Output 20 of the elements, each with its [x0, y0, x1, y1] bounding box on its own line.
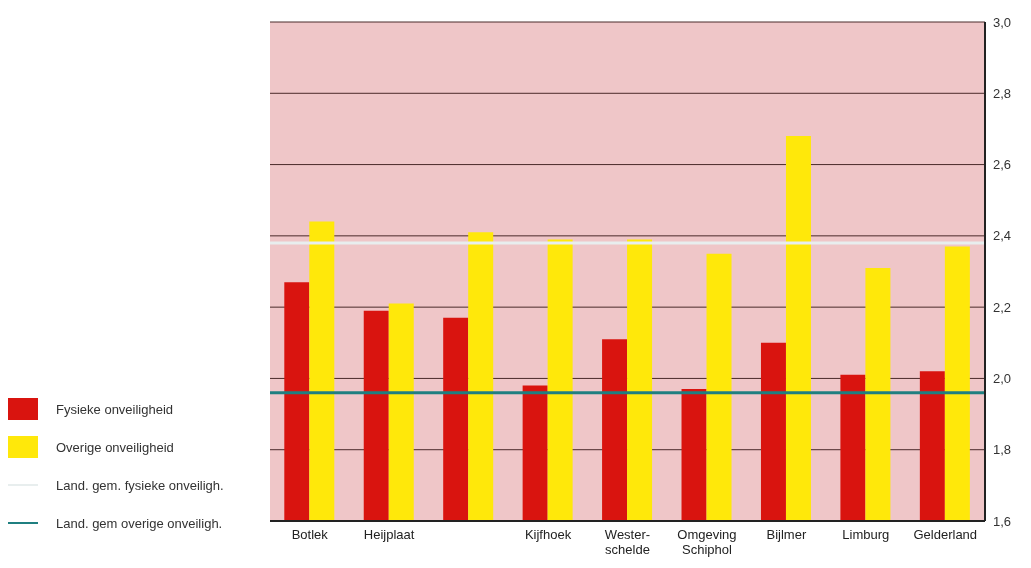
y-tick-label: 2,6 [993, 157, 1012, 173]
x-tick-label: Wester- schelde [604, 527, 651, 557]
y-tick-label: 3,0 [993, 14, 1012, 30]
legend-label: Fysieke onveiligheid [56, 401, 174, 417]
x-tick-label: Bijlmer [766, 527, 807, 542]
x-tick-label: Omgeving Schiphol [677, 527, 737, 557]
y-tick-label: 1,6 [993, 513, 1012, 529]
x-tick-label: Gelderland [913, 527, 978, 542]
y-tick-label: 2,8 [993, 85, 1012, 101]
y-tick-label: 2,2 [993, 299, 1012, 315]
legend-label: Land. gem overige onveiligh. [56, 515, 223, 531]
x-tick-label: Botlek [291, 527, 329, 542]
x-tick-label: Heijplaat [363, 527, 415, 542]
x-tick-label: Kijfhoek [524, 527, 572, 542]
y-tick-label: 1,8 [993, 442, 1012, 458]
x-tick-label: Limburg [842, 527, 890, 542]
y-tick-label: 2,0 [993, 371, 1012, 387]
y-tick-label: 2,4 [993, 228, 1012, 244]
legend-label: Overige onveiligheid [56, 439, 174, 455]
legend-label: Land. gem. fysieke onveiligh. [56, 477, 224, 493]
